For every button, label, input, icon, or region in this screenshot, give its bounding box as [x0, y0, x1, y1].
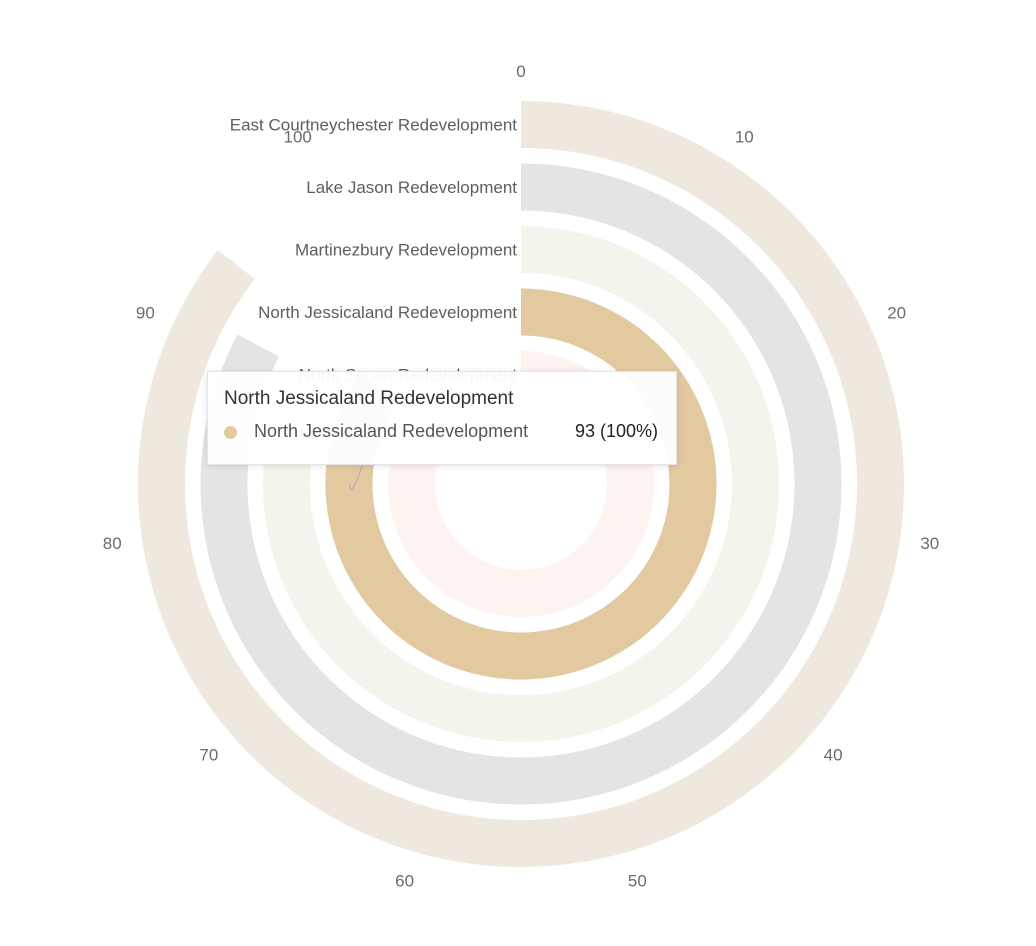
angle-tick-50: 50	[628, 871, 647, 890]
tooltip-value: 93 (100%)	[574, 421, 658, 441]
angle-tick-80: 80	[103, 534, 122, 553]
angle-tick-60: 60	[395, 871, 414, 890]
category-label-martinezbury-redevelopment: Martinezbury Redevelopment	[295, 241, 517, 260]
angle-tick-90: 90	[136, 303, 155, 322]
category-label-lake-jason-redevelopment: Lake Jason Redevelopment	[306, 178, 517, 197]
angle-tick-30: 30	[920, 534, 939, 553]
category-label-east-courtneychester-redevelopment: East Courtneychester Redevelopment	[230, 116, 518, 135]
angle-tick-70: 70	[199, 745, 218, 764]
angle-tick-100: 100	[284, 128, 312, 147]
tooltip-title: North Jessicaland Redevelopment	[224, 388, 514, 409]
category-labels-group: East Courtneychester Redevelopment Lake J…	[230, 116, 518, 385]
category-label-north-jessicaland-redevelopment: North Jessicaland Redevelopment	[258, 303, 517, 322]
angle-tick-40: 40	[824, 745, 843, 764]
bar-north-jessicaland-redevelopment[interactable]	[325, 288, 717, 680]
tooltip-series-name: North Jessicaland Redevelopment	[254, 421, 529, 441]
bar-east-courtneychester-redevelopment[interactable]	[137, 101, 905, 867]
angle-tick-0: 0	[516, 62, 525, 81]
angle-tick-20: 20	[887, 303, 906, 322]
tooltip-series-dot	[224, 426, 237, 439]
tooltip: North Jessicaland Redevelopment North Je…	[207, 371, 677, 465]
bars-group	[137, 101, 905, 867]
angle-ticks-group: 0 10 20 30 40 50 60 70 80 90 100	[103, 62, 940, 890]
angle-tick-10: 10	[735, 128, 754, 147]
